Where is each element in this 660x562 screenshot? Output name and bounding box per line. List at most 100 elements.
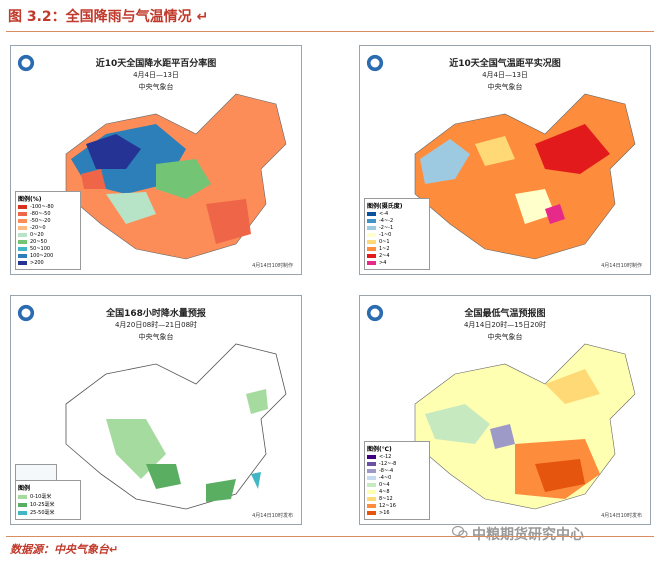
- legend-title: 图例(摄氏度): [367, 203, 403, 210]
- legend-item: -4~0: [367, 475, 427, 481]
- issue-stamp: 4月14日10时发布: [601, 513, 642, 519]
- legend-item: 8~12: [367, 496, 427, 502]
- legend-swatch: [18, 254, 27, 258]
- cma-logo-icon: [17, 304, 35, 322]
- legend-swatch: [367, 226, 376, 230]
- legend-swatch: [367, 247, 376, 251]
- panel-subtitle: 4月14日20时—15日20时: [463, 321, 547, 329]
- legend-item: 10-25毫米: [18, 501, 78, 508]
- map-legend: 图例(℃) <-12 -12~-8 -8~-4 -4~0 0~4 4~8 8~1…: [364, 441, 430, 520]
- china-map-min-temp: [414, 343, 636, 510]
- issue-stamp: 4月14日10时制作: [252, 263, 293, 269]
- map-panel-temperature-anomaly: 近10天全国气温距平实况图 4月4日—13日 中央气象台 图例(摄氏度) <-4…: [359, 45, 651, 275]
- issue-stamp: 4月14日10时制作: [601, 263, 642, 269]
- legend-item: <-4: [367, 211, 427, 217]
- wechat-icon: [452, 525, 468, 538]
- panel-title: 近10天全国气温距平实况图: [449, 59, 561, 69]
- legend-item: -50~-20: [18, 218, 78, 224]
- map-panel-precip-forecast: 全国168小时降水量预报 4月20日08时—21日08时 中央气象台 图例 0-…: [10, 295, 302, 525]
- cma-logo-icon: [17, 54, 35, 72]
- china-map-temp-anomaly: [414, 93, 636, 260]
- legend-item: >16: [367, 510, 427, 516]
- legend-item: 50~100: [18, 246, 78, 252]
- legend-item: 0-10毫米: [18, 493, 78, 500]
- legend-item: 0~4: [367, 482, 427, 488]
- legend-swatch: [18, 212, 27, 216]
- legend-swatch: [367, 212, 376, 216]
- legend-swatch: [367, 455, 376, 459]
- panel-subtitle: 4月4日—13日: [482, 71, 528, 79]
- legend-title: 图例: [18, 485, 31, 492]
- map-panel-min-temp-forecast: 全国最低气温预报图 4月14日20时—15日20时 中央气象台 图例(℃) <-…: [359, 295, 651, 525]
- legend-swatch: [367, 462, 376, 466]
- legend-item: >200: [18, 260, 78, 266]
- legend-item: <-12: [367, 454, 427, 460]
- legend-item: -8~-4: [367, 468, 427, 474]
- legend-swatch: [367, 476, 376, 480]
- legend-swatch: [18, 261, 27, 265]
- legend-swatch: [367, 469, 376, 473]
- data-source: 数据源：中央气象台↵: [10, 543, 119, 556]
- legend-swatch: [367, 261, 376, 265]
- legend-item: >4: [367, 260, 427, 266]
- watermark-text: 中粮期货研究中心: [472, 527, 584, 543]
- panel-title: 全国168小时降水量预报: [106, 309, 206, 319]
- legend-item: -1~0: [367, 232, 427, 238]
- panel-org: 中央气象台: [138, 83, 174, 91]
- map-legend: 图例(%) -100~-80 -80~-50 -50~-20 -20~0 0~2…: [15, 191, 81, 270]
- legend-item: 0~20: [18, 232, 78, 238]
- legend-swatch: [367, 254, 376, 258]
- legend-item: 2~4: [367, 253, 427, 259]
- legend-item: 25-50毫米: [18, 509, 78, 516]
- legend-item: -2~-1: [367, 225, 427, 231]
- bottom-divider: [6, 536, 654, 537]
- top-divider: [6, 31, 654, 32]
- map-legend: 图例 0-10毫米 10-25毫米 25-50毫米: [15, 480, 81, 520]
- legend-item: -100~-80: [18, 204, 78, 210]
- legend-swatch: [367, 497, 376, 501]
- panel-org: 中央气象台: [138, 333, 174, 341]
- legend-item: 4~8: [367, 489, 427, 495]
- legend-swatch: [367, 504, 376, 508]
- legend-swatch: [18, 226, 27, 230]
- legend-swatch: [367, 483, 376, 487]
- panel-title: 近10天全国降水距平百分率图: [95, 59, 217, 69]
- legend-item: 0~1: [367, 239, 427, 245]
- legend-swatch: [18, 510, 27, 515]
- panel-org: 中央气象台: [487, 83, 523, 91]
- legend-swatch: [18, 219, 27, 223]
- legend-title: 图例(%): [18, 196, 42, 203]
- legend-item: 20~50: [18, 239, 78, 245]
- issue-stamp: 4月14日10时发布: [252, 513, 293, 519]
- legend-swatch: [18, 205, 27, 209]
- legend-swatch: [18, 240, 27, 244]
- cma-logo-icon: [366, 54, 384, 72]
- legend-swatch: [18, 247, 27, 251]
- legend-swatch: [367, 233, 376, 237]
- panel-subtitle: 4月20日08时—21日08时: [114, 321, 198, 329]
- legend-swatch: [18, 494, 27, 499]
- legend-swatch: [367, 490, 376, 494]
- panel-title: 全国最低气温预报图: [464, 309, 546, 319]
- legend-item: -20~0: [18, 225, 78, 231]
- legend-item: 1~2: [367, 246, 427, 252]
- china-map-precip-forecast: [65, 343, 287, 510]
- map-legend: 图例(摄氏度) <-4 -4~-2 -2~-1 -1~0 0~1 1~2 2~4…: [364, 198, 430, 270]
- legend-item: 12~16: [367, 503, 427, 509]
- cma-logo-icon: [366, 304, 384, 322]
- legend-swatch: [18, 502, 27, 507]
- legend-title: 图例(℃): [367, 446, 392, 453]
- legend-item: -80~-50: [18, 211, 78, 217]
- map-panel-precipitation-anomaly: 近10天全国降水距平百分率图 4月4日—13日 中央气象台 图例(%) -100…: [10, 45, 302, 275]
- legend-item: -4~-2: [367, 218, 427, 224]
- legend-swatch: [367, 240, 376, 244]
- legend-swatch: [367, 511, 376, 515]
- legend-swatch: [367, 219, 376, 223]
- legend-swatch: [18, 233, 27, 237]
- legend-item: 100~200: [18, 253, 78, 259]
- panel-org: 中央气象台: [487, 333, 523, 341]
- panel-subtitle: 4月4日—13日: [133, 71, 179, 79]
- legend-item: -12~-8: [367, 461, 427, 467]
- china-map-precip-anomaly: [65, 93, 287, 260]
- figure-title: 图 3.2：全国降雨与气温情况 ↵: [8, 9, 209, 25]
